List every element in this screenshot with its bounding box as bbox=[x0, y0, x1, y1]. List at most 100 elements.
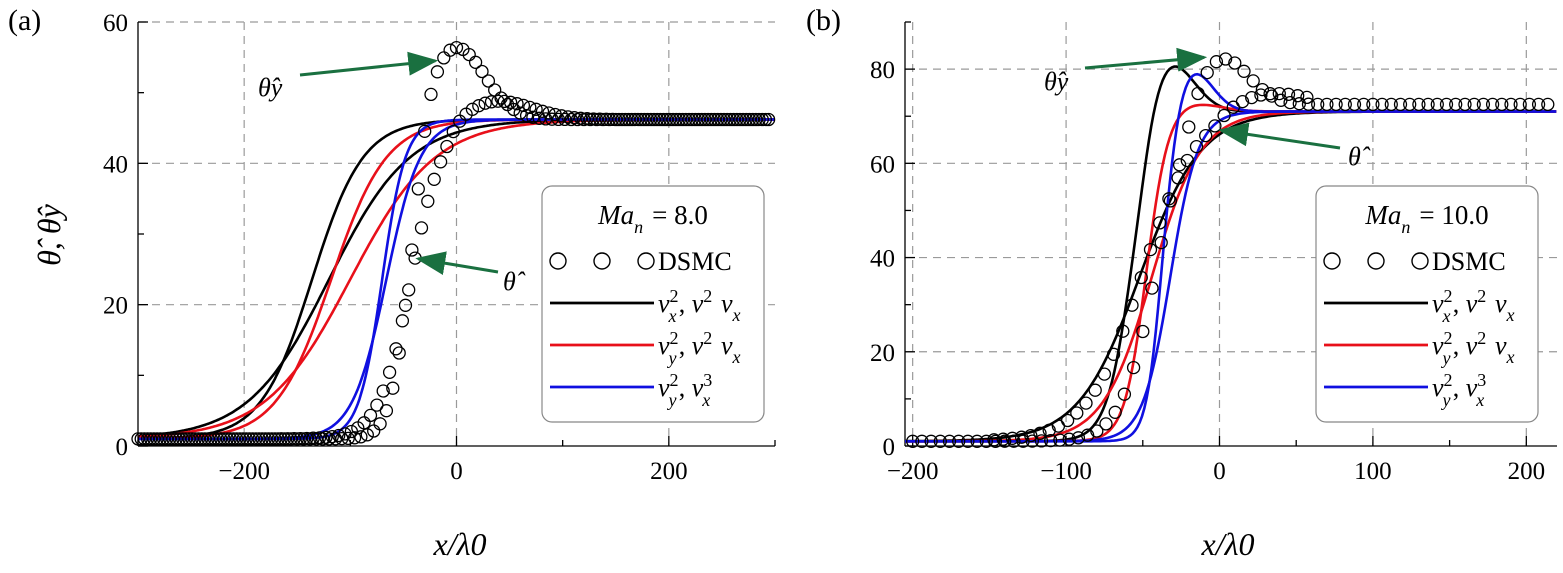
dsmc-point bbox=[1189, 139, 1204, 154]
legend-entry-label: v2 y , v3 x bbox=[658, 370, 712, 410]
x-tick-label: −200 bbox=[218, 458, 270, 485]
dsmc-point bbox=[952, 434, 966, 448]
legend-entry-label: v2 y , v2 vx bbox=[658, 328, 743, 368]
dsmc-point bbox=[1108, 405, 1122, 419]
dsmc-point bbox=[548, 107, 562, 122]
dsmc-point bbox=[644, 112, 658, 127]
dsmc-point bbox=[618, 112, 632, 127]
legend: Man = 10.0 DSMC v2 x , v2 vx v2 y , v2 vx v2… bbox=[1315, 185, 1539, 423]
dsmc-point bbox=[666, 112, 680, 127]
dsmc-point bbox=[1180, 153, 1194, 168]
y-tick-label: 80 bbox=[870, 57, 895, 84]
dsmc-point bbox=[1311, 97, 1325, 112]
dsmc-point bbox=[1272, 86, 1286, 101]
dsmc-point bbox=[1347, 97, 1362, 112]
dsmc-point bbox=[612, 112, 626, 127]
dsmc-point bbox=[265, 432, 279, 446]
dsmc-point bbox=[325, 429, 339, 444]
dsmc-point bbox=[300, 431, 314, 446]
dsmc-point bbox=[131, 432, 145, 446]
dsmc-point bbox=[714, 112, 728, 127]
legend-marker-circle bbox=[1323, 252, 1341, 270]
dsmc-point bbox=[752, 112, 766, 127]
legend: Man = 8.0 DSMC v2 x , v2 vx v2 y , v2 vx v2 y… bbox=[541, 185, 765, 423]
dsmc-point bbox=[373, 417, 387, 431]
dsmc-point bbox=[1522, 97, 1537, 112]
dsmc-point bbox=[1172, 158, 1187, 172]
panel-a-chart: −200 0 200 0 20 40 60 (a) x/λ0 θ̂, θ̂y θ̂y θ̂ Man = … bbox=[8, 4, 776, 562]
dsmc-point bbox=[1116, 324, 1130, 338]
dsmc-point bbox=[717, 112, 731, 127]
y-tick-label: 0 bbox=[883, 434, 896, 461]
dsmc-point bbox=[1541, 97, 1555, 112]
dsmc-point bbox=[293, 431, 308, 446]
dsmc-point bbox=[1005, 431, 1020, 445]
dsmc-point bbox=[1007, 434, 1021, 448]
dsmc-point bbox=[730, 112, 744, 127]
dsmc-point bbox=[615, 112, 629, 127]
x-tick-label: 100 bbox=[1354, 458, 1392, 485]
dsmc-point bbox=[1254, 88, 1268, 102]
dsmc-point bbox=[147, 432, 161, 446]
dsmc-point bbox=[682, 112, 696, 127]
dsmc-point bbox=[220, 432, 234, 446]
annotation-label: θ̂y bbox=[1044, 67, 1069, 96]
y-tick-label: 40 bbox=[870, 246, 895, 273]
dsmc-point bbox=[609, 112, 623, 127]
dsmc-point bbox=[226, 432, 241, 446]
dsmc-point bbox=[691, 112, 706, 127]
dsmc-point bbox=[1504, 97, 1518, 112]
dsmc-point bbox=[1136, 324, 1150, 339]
dsmc-point bbox=[621, 112, 636, 127]
legend-entry-label: DSMC bbox=[1432, 247, 1506, 276]
dsmc-point bbox=[418, 124, 432, 138]
dsmc-point bbox=[942, 434, 957, 448]
dsmc-point bbox=[1476, 97, 1491, 112]
dsmc-point bbox=[580, 112, 594, 126]
dsmc-point bbox=[554, 109, 569, 123]
dsmc-point bbox=[1283, 95, 1297, 110]
dsmc-point bbox=[1467, 97, 1481, 112]
dsmc-point bbox=[1384, 97, 1398, 112]
dsmc-point bbox=[1265, 89, 1279, 103]
dsmc-point bbox=[704, 112, 718, 127]
dsmc-point bbox=[1209, 55, 1224, 69]
x-tick-label: −200 bbox=[887, 458, 939, 485]
dsmc-point bbox=[478, 96, 492, 110]
dsmc-point bbox=[746, 112, 760, 127]
legend-entry-label: v2 y , v3 x bbox=[1432, 370, 1486, 410]
dsmc-point bbox=[166, 432, 180, 446]
dsmc-point bbox=[1439, 97, 1454, 112]
dsmc-point bbox=[1024, 428, 1038, 443]
dsmc-point bbox=[906, 434, 920, 448]
dsmc-point bbox=[414, 221, 429, 235]
panel-label: (b) bbox=[806, 4, 841, 37]
dsmc-point bbox=[1237, 64, 1251, 78]
dsmc-point bbox=[1153, 216, 1167, 230]
dsmc-point bbox=[144, 432, 158, 446]
legend-entry-label: DSMC bbox=[658, 247, 732, 276]
dsmc-point bbox=[761, 112, 776, 127]
dsmc-point bbox=[1125, 298, 1139, 312]
y-tick-label: 40 bbox=[103, 151, 128, 178]
dsmc-point bbox=[720, 112, 734, 127]
dsmc-point bbox=[1182, 120, 1196, 134]
dsmc-point bbox=[319, 430, 333, 445]
dsmc-point bbox=[513, 106, 527, 120]
dsmc-point bbox=[1106, 347, 1121, 361]
x-axis-label: x/λ0 bbox=[433, 526, 487, 562]
dsmc-point bbox=[503, 95, 518, 109]
dsmc-point bbox=[529, 102, 543, 116]
dsmc-point bbox=[287, 432, 301, 446]
dsmc-point bbox=[411, 182, 425, 196]
y-tick-label: 60 bbox=[870, 151, 895, 178]
dsmc-point bbox=[1301, 97, 1316, 111]
dsmc-point bbox=[389, 342, 403, 356]
dsmc-point bbox=[1134, 270, 1148, 285]
dsmc-point bbox=[1200, 65, 1214, 80]
dsmc-point bbox=[1097, 367, 1112, 381]
dsmc-point bbox=[915, 434, 929, 448]
dsmc-point bbox=[392, 346, 406, 360]
dsmc-point bbox=[134, 432, 148, 446]
dsmc-point bbox=[382, 365, 397, 379]
